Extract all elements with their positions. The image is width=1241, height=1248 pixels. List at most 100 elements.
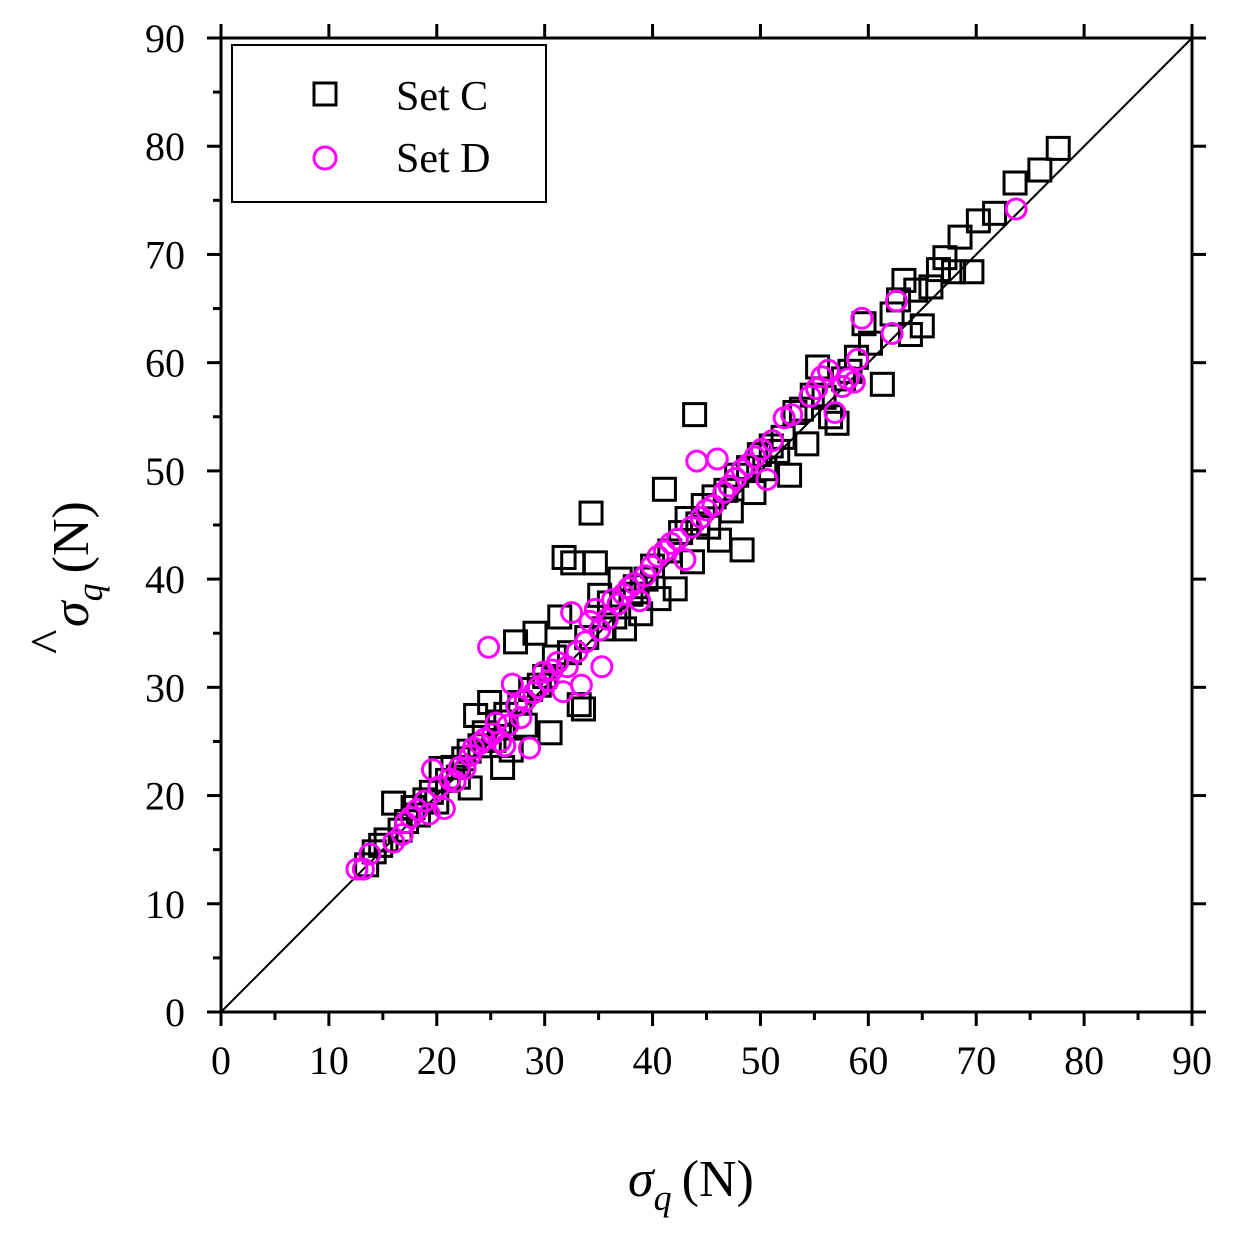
y-tick-label: 70 [145,232,185,277]
point-set-d [500,672,524,696]
point-set-d [846,347,870,371]
point-set-d [496,713,520,737]
point-set-c [381,790,407,816]
point-set-c [879,301,905,327]
point-set-d [780,403,804,427]
point-set-d [673,548,697,572]
point-set-c [818,404,844,430]
point-set-d [351,857,375,881]
point-set-d [760,429,784,453]
point-set-c [522,620,548,646]
point-set-c [1045,135,1071,161]
point-set-d [1004,197,1028,221]
point-set-d [345,857,369,881]
tick-layer: 0 10 20 30 40 50 60 70 80 90 0 10 20 30 40 50 60 70 80 90 [145,16,1212,1083]
point-set-c [903,277,929,303]
y-axis-title-group: σq (N) ^ [21,501,110,654]
x-tick-label: 60 [848,1038,888,1083]
point-set-c [729,537,755,563]
point-set-d [880,321,904,345]
point-set-d [712,481,736,505]
y-tick-label: 50 [145,449,185,494]
point-set-c [765,438,791,464]
point-set-d [569,673,593,697]
point-set-d [453,757,477,780]
point-set-d [393,811,417,835]
point-set-c [551,544,577,570]
point-set-c [537,720,563,746]
point-set-d [652,539,676,563]
point-set-d [705,447,729,471]
point-set-c [869,371,895,397]
y-tick-label: 0 [165,990,185,1035]
point-set-d [805,377,829,401]
point-set-c [662,576,688,602]
point-set-c [651,476,677,502]
point-set-d [358,842,382,866]
series-set-d [345,197,1028,881]
point-set-d [810,365,834,389]
y-axis-subscript: q [70,583,110,601]
point-set-d [509,706,533,730]
point-set-d [477,635,501,659]
point-set-d [560,601,584,625]
point-set-d [413,789,437,813]
point-set-d [522,681,546,705]
point-set-d [518,736,542,760]
series-set-c [354,135,1071,878]
legend-label-set-c: Set C [396,74,488,120]
point-set-d [798,384,822,408]
y-axis-hat: ^ [21,630,78,654]
point-set-c [777,462,803,488]
point-set-c [503,629,529,655]
point-set-c [857,330,883,356]
x-axis-symbol: σ [628,1151,656,1208]
point-set-d [665,527,689,551]
y-tick-label: 40 [145,557,185,602]
y-axis-title: σq (N) [43,501,110,627]
point-set-d [628,589,652,613]
y-tick-label: 90 [145,16,185,61]
point-set-c [947,224,973,250]
legend-marker-set-c [312,81,338,107]
legend-label-set-d: Set D [396,136,491,182]
y-tick-label: 60 [145,341,185,386]
x-axis-unit: (N) [682,1151,754,1208]
point-set-c [918,274,944,300]
x-tick-label: 50 [740,1038,780,1083]
point-set-d [717,474,741,498]
point-set-c [941,259,967,285]
point-set-c [741,480,767,506]
point-set-d [536,669,560,693]
point-set-c [582,550,608,576]
point-set-c [965,208,991,234]
point-set-d [432,797,456,821]
x-tick-label: 90 [1172,1038,1212,1083]
point-set-d [884,289,908,313]
point-set-d [730,458,754,482]
legend-marker-set-d [312,145,338,171]
point-set-c [612,616,638,642]
y-tick-label: 80 [145,124,185,169]
point-set-c [982,200,1008,226]
point-set-c [1002,170,1028,196]
point-set-c [463,702,489,728]
point-set-c [628,601,654,627]
point-set-c [824,410,850,436]
point-set-c [909,313,935,339]
legend-box [231,44,547,203]
point-set-d [816,358,840,382]
x-tick-label: 80 [1064,1038,1104,1083]
point-set-c [547,604,573,630]
point-set-d [646,544,670,568]
point-set-c [679,549,705,575]
y-tick-label: 10 [145,882,185,927]
y-tick-label: 20 [145,774,185,819]
x-axis-subscript: q [654,1178,672,1218]
x-tick-label: 10 [309,1038,349,1083]
point-set-c [571,696,597,722]
point-set-c [932,245,958,271]
point-set-d [590,655,614,679]
x-tick-label: 0 [211,1038,231,1083]
x-tick-label: 20 [417,1038,457,1083]
